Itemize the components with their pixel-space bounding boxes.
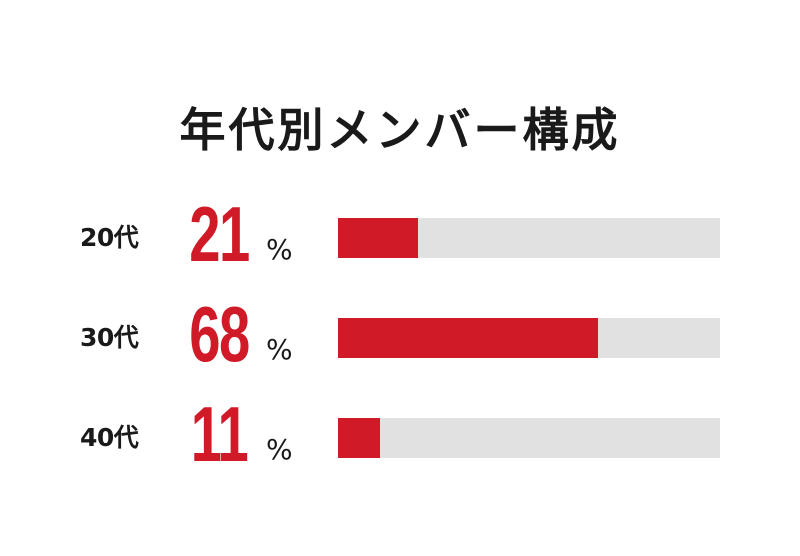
- age-group-label: 20代: [80, 223, 139, 252]
- bar-track: [338, 418, 720, 458]
- percentage-value: 68: [189, 290, 250, 378]
- chart-row: 40代 11%: [0, 392, 800, 476]
- percent-sign: %: [266, 433, 293, 466]
- bar-fill: [338, 318, 598, 358]
- percentage-value: 21: [189, 190, 250, 278]
- percent-sign: %: [266, 333, 293, 366]
- percent-sign: %: [266, 233, 293, 266]
- percentage-value: 11: [190, 390, 249, 478]
- bar-track: [338, 218, 720, 258]
- bar-fill: [338, 218, 418, 258]
- age-group-label: 40代: [80, 423, 139, 452]
- age-group-label: 30代: [80, 323, 139, 352]
- chart-title: 年代別メンバー構成: [179, 103, 621, 157]
- bar-track: [338, 318, 720, 358]
- chart-row: 30代 68%: [0, 292, 800, 376]
- chart-row: 20代 21%: [0, 192, 800, 276]
- bar-fill: [338, 418, 380, 458]
